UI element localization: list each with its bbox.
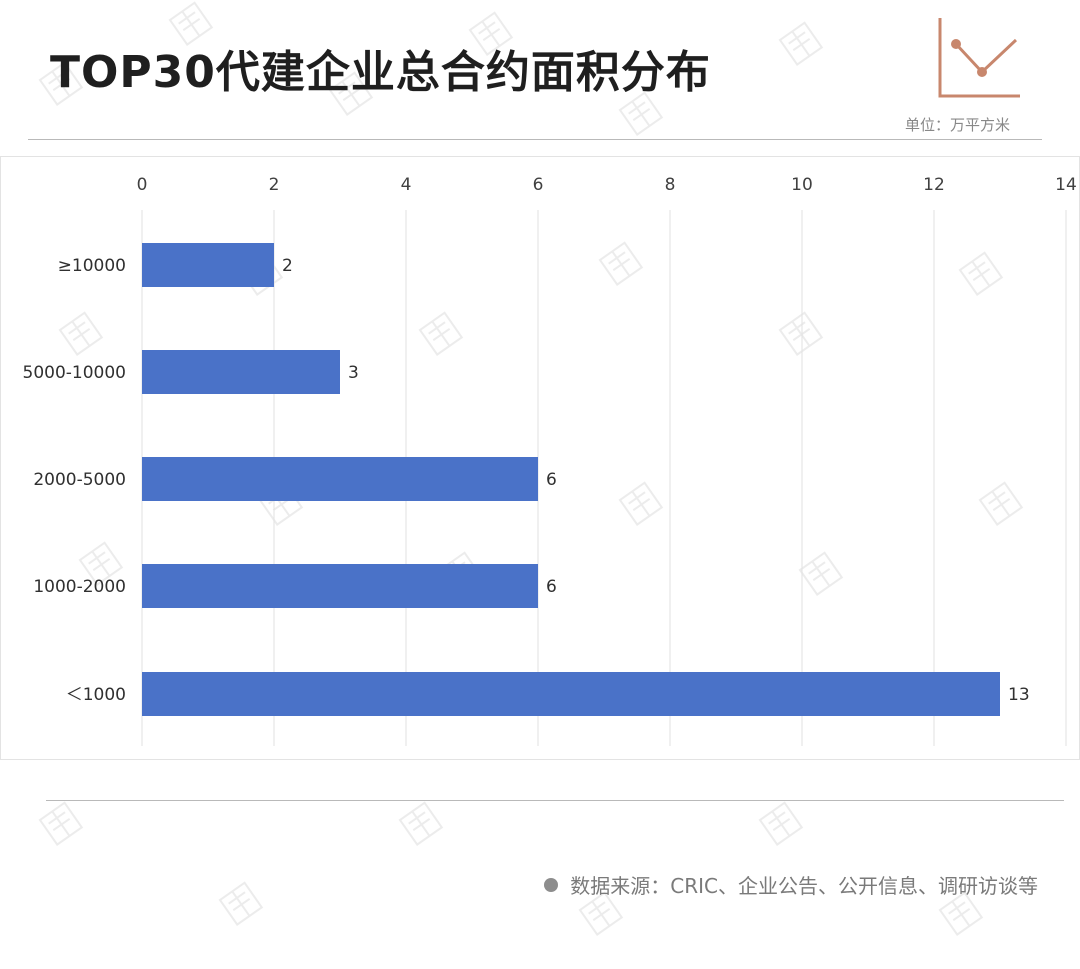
line-chart-icon: [938, 18, 1020, 98]
x-tick-label: 6: [533, 175, 544, 195]
unit-label: 单位：万平方米: [905, 116, 1011, 134]
bottom-divider: [46, 800, 1064, 801]
bar-value-label: 13: [1008, 685, 1030, 705]
y-category-label: ＜1000: [66, 685, 126, 705]
x-tick-label: 12: [923, 175, 945, 195]
y-category-label: ≥10000: [58, 256, 126, 276]
y-category-label: 5000-10000: [23, 363, 126, 383]
bar: [142, 243, 274, 287]
bullet-dot-icon: [544, 877, 559, 892]
bar: [142, 350, 340, 394]
x-tick-label: 2: [269, 175, 280, 195]
x-tick-label: 4: [401, 175, 412, 195]
page-title: TOP30代建企业总合约面积分布: [50, 47, 711, 98]
bar: [142, 672, 1000, 716]
top-divider: [28, 139, 1042, 140]
bar-value-label: 3: [348, 363, 359, 383]
bar: [142, 564, 538, 608]
data-source-text: 数据来源：CRIC、企业公告、公开信息、调研访谈等: [570, 874, 1038, 898]
y-category-label: 2000-5000: [33, 470, 126, 490]
x-tick-label: 8: [665, 175, 676, 195]
bar: [142, 457, 538, 501]
bar-chart: 0 2 4 6 8 10 12 14 ≥10000 2 5000-10000 3 2000-5000 6 1…: [23, 175, 1077, 746]
x-tick-label: 14: [1055, 175, 1077, 195]
bar-value-label: 2: [282, 256, 293, 276]
x-tick-label: 0: [137, 175, 148, 195]
bar-value-label: 6: [546, 577, 557, 597]
x-tick-label: 10: [791, 175, 813, 195]
y-category-label: 1000-2000: [33, 577, 126, 597]
bar-value-label: 6: [546, 470, 557, 490]
data-source: 数据来源：CRIC、企业公告、公开信息、调研访谈等: [544, 870, 1038, 899]
